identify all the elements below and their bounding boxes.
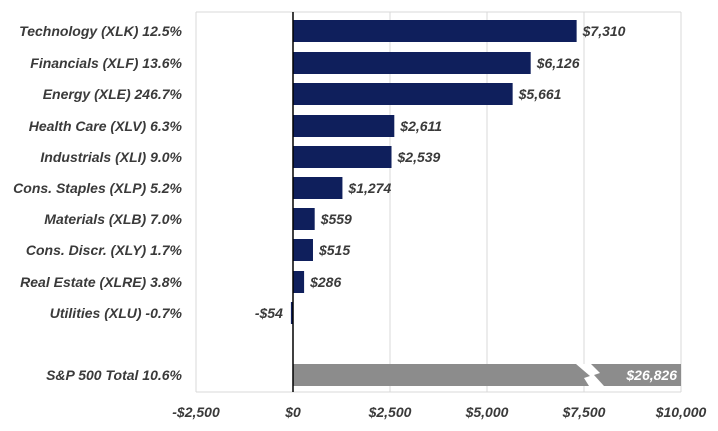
- total-category-label: S&P 500 Total 10.6%: [46, 367, 182, 383]
- x-tick-label: $2,500: [368, 404, 412, 420]
- category-label: Real Estate (XLRE) 3.8%: [20, 274, 182, 290]
- x-tick-label: $5,000: [465, 404, 509, 420]
- category-label: Cons. Staples (XLP) 5.2%: [13, 180, 182, 196]
- bar: [293, 52, 531, 74]
- value-label: $5,661: [518, 86, 562, 102]
- value-label: $286: [309, 274, 341, 290]
- value-label: -$54: [255, 305, 283, 321]
- value-label: $1,274: [347, 180, 391, 196]
- bar: [293, 20, 577, 42]
- category-label: Materials (XLB) 7.0%: [44, 211, 182, 227]
- bar: [293, 115, 395, 137]
- category-label: Financials (XLF) 13.6%: [30, 55, 182, 71]
- value-label: $2,611: [399, 118, 442, 134]
- value-label: $6,126: [536, 55, 580, 71]
- value-label: $7,310: [582, 23, 626, 39]
- category-label: Health Care (XLV) 6.3%: [29, 118, 183, 134]
- bar: [290, 302, 293, 324]
- category-label: Technology (XLK) 12.5%: [19, 23, 182, 39]
- x-tick-label: $10,000: [655, 404, 707, 420]
- x-tick-label: $0: [284, 404, 301, 420]
- bar: [293, 83, 513, 105]
- bar: [293, 208, 315, 230]
- category-label: Industrials (XLI) 9.0%: [40, 149, 182, 165]
- bar: [293, 146, 392, 168]
- bar: [293, 239, 313, 261]
- bar: [293, 271, 305, 293]
- value-label: $2,539: [397, 149, 441, 165]
- category-label: Utilities (XLU) -0.7%: [50, 305, 183, 321]
- total-bar: [293, 364, 681, 386]
- x-tick-label: -$2,500: [172, 404, 220, 420]
- bar: [293, 177, 343, 199]
- category-label: Cons. Discr. (XLY) 1.7%: [26, 242, 183, 258]
- value-label: $515: [318, 242, 350, 258]
- axis-break-mark: [576, 364, 604, 386]
- value-label: $559: [320, 211, 352, 227]
- total-value-label: $26,826: [625, 367, 677, 383]
- x-tick-label: $7,500: [562, 404, 606, 420]
- category-label: Energy (XLE) 246.7%: [43, 86, 183, 102]
